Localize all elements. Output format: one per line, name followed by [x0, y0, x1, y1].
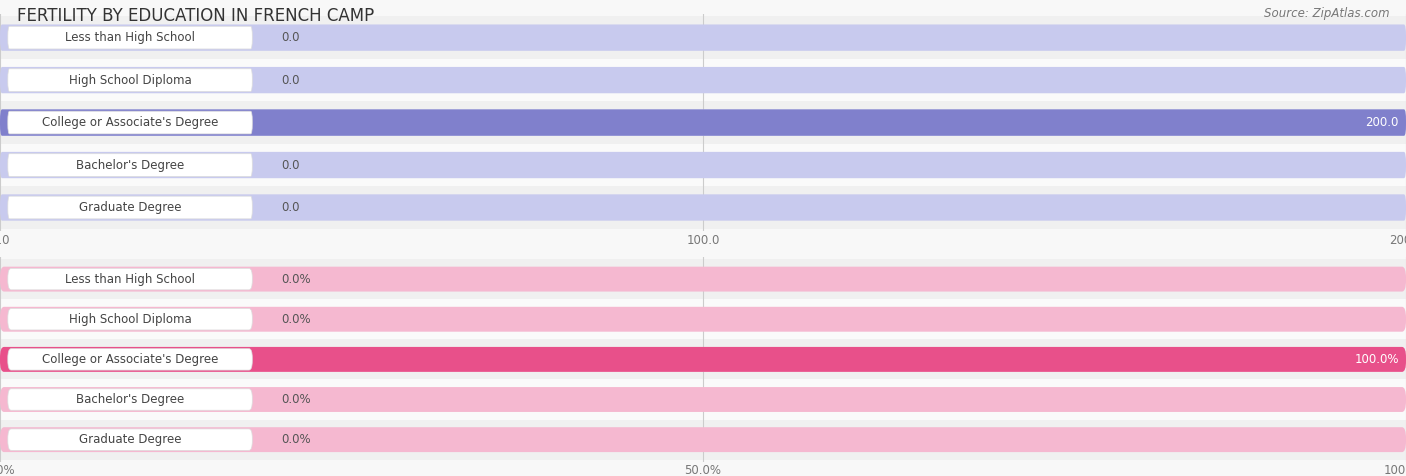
Text: Source: ZipAtlas.com: Source: ZipAtlas.com — [1264, 7, 1389, 20]
FancyBboxPatch shape — [0, 387, 1406, 412]
Text: 0.0: 0.0 — [281, 74, 299, 87]
Bar — [0, 186, 1406, 229]
Bar — [0, 339, 1406, 379]
FancyBboxPatch shape — [8, 111, 252, 134]
Bar — [0, 16, 1406, 59]
Text: 0.0%: 0.0% — [281, 313, 311, 326]
FancyBboxPatch shape — [0, 152, 1406, 178]
Text: 0.0: 0.0 — [281, 31, 299, 44]
Text: 100.0%: 100.0% — [1354, 353, 1399, 366]
Bar — [0, 259, 1406, 299]
FancyBboxPatch shape — [0, 267, 1406, 292]
FancyBboxPatch shape — [0, 67, 1406, 93]
Text: 200.0: 200.0 — [1365, 116, 1399, 129]
FancyBboxPatch shape — [8, 349, 252, 370]
FancyBboxPatch shape — [0, 427, 1406, 452]
Text: Graduate Degree: Graduate Degree — [79, 201, 181, 214]
Text: 0.0%: 0.0% — [281, 273, 311, 286]
FancyBboxPatch shape — [0, 347, 1406, 372]
FancyBboxPatch shape — [8, 429, 252, 450]
FancyBboxPatch shape — [8, 26, 252, 49]
Text: High School Diploma: High School Diploma — [69, 74, 191, 87]
Text: Bachelor's Degree: Bachelor's Degree — [76, 159, 184, 171]
Bar — [0, 144, 1406, 186]
FancyBboxPatch shape — [0, 347, 1406, 372]
Text: FERTILITY BY EDUCATION IN FRENCH CAMP: FERTILITY BY EDUCATION IN FRENCH CAMP — [17, 7, 374, 25]
Text: Bachelor's Degree: Bachelor's Degree — [76, 393, 184, 406]
FancyBboxPatch shape — [0, 109, 1406, 136]
Bar — [0, 101, 1406, 144]
Text: College or Associate's Degree: College or Associate's Degree — [42, 353, 218, 366]
Text: High School Diploma: High School Diploma — [69, 313, 191, 326]
FancyBboxPatch shape — [8, 154, 252, 177]
FancyBboxPatch shape — [0, 194, 1406, 221]
Text: Graduate Degree: Graduate Degree — [79, 433, 181, 446]
Text: College or Associate's Degree: College or Associate's Degree — [42, 116, 218, 129]
Text: 0.0: 0.0 — [281, 201, 299, 214]
Bar — [0, 59, 1406, 101]
FancyBboxPatch shape — [8, 308, 252, 330]
Bar — [0, 379, 1406, 419]
Text: 0.0%: 0.0% — [281, 393, 311, 406]
Text: 0.0%: 0.0% — [281, 433, 311, 446]
Text: Less than High School: Less than High School — [65, 273, 195, 286]
Text: Less than High School: Less than High School — [65, 31, 195, 44]
Text: 0.0: 0.0 — [281, 159, 299, 171]
FancyBboxPatch shape — [8, 196, 252, 219]
FancyBboxPatch shape — [0, 307, 1406, 332]
Bar — [0, 419, 1406, 460]
FancyBboxPatch shape — [8, 389, 252, 410]
FancyBboxPatch shape — [8, 268, 252, 290]
Bar — [0, 299, 1406, 339]
FancyBboxPatch shape — [0, 109, 1406, 136]
FancyBboxPatch shape — [0, 24, 1406, 51]
FancyBboxPatch shape — [8, 69, 252, 91]
